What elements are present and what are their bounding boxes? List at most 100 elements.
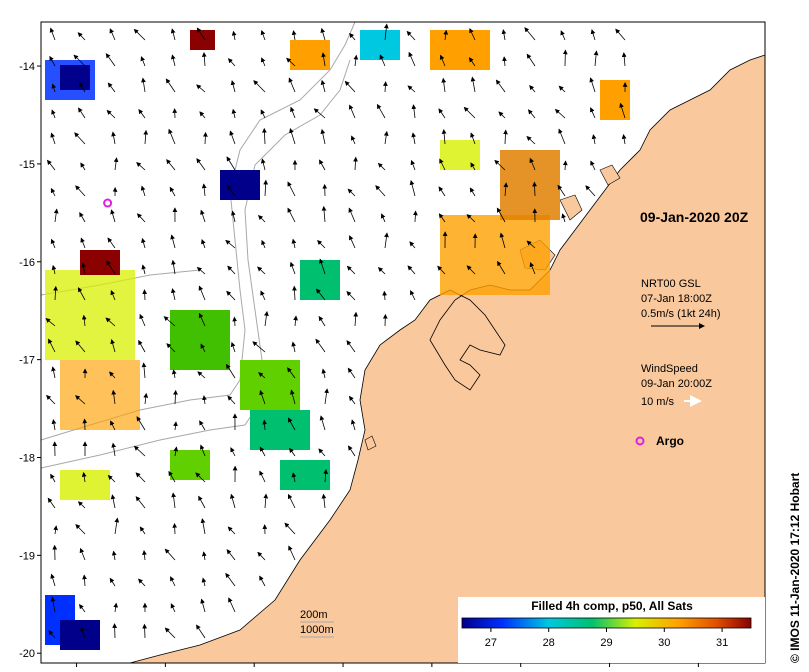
current-vector — [201, 183, 207, 197]
current-vector — [557, 184, 566, 197]
current-vector — [288, 545, 296, 561]
current-vector — [46, 394, 56, 405]
current-vector — [173, 421, 178, 431]
current-vector — [226, 290, 236, 301]
current-vector — [260, 158, 266, 171]
current-vector — [140, 185, 146, 197]
current-vector — [316, 288, 326, 301]
currents-legend-scale: 0.5m/s (1kt 24h) — [641, 308, 720, 320]
isobath-label-1000: 1000m — [300, 624, 334, 636]
current-vector — [289, 261, 296, 275]
current-vector — [114, 517, 120, 535]
current-vector — [527, 109, 536, 119]
current-vector — [45, 318, 56, 327]
current-vector — [51, 264, 57, 275]
current-vector — [78, 107, 86, 119]
credit-label: © IMOS 11-Jan-2020 17:12 Hobart — [788, 473, 802, 663]
current-vector — [263, 493, 269, 509]
current-vector — [291, 341, 297, 353]
current-vector — [227, 265, 236, 275]
current-vector — [252, 341, 266, 353]
current-vector — [81, 471, 87, 483]
current-vector — [172, 522, 178, 535]
current-vector — [561, 213, 566, 223]
current-vector — [198, 285, 206, 301]
y-tick-label: -19 — [19, 550, 35, 562]
current-vector — [529, 85, 536, 93]
colorbar-background — [458, 597, 765, 663]
y-tick-label: -17 — [19, 355, 35, 367]
current-vector — [51, 109, 56, 119]
current-vector — [293, 315, 298, 327]
colorbar-tick-label: 28 — [543, 637, 555, 649]
current-vector — [164, 627, 176, 639]
current-vector — [621, 133, 627, 145]
current-vector — [409, 241, 416, 249]
current-vector — [494, 159, 506, 171]
current-vector — [171, 492, 177, 509]
current-vector — [287, 417, 296, 431]
current-vector — [619, 102, 626, 119]
current-vector — [163, 316, 176, 327]
current-vector — [291, 238, 297, 249]
plot-frame — [40, 21, 766, 664]
current-vector — [286, 57, 296, 67]
current-vector — [287, 367, 296, 379]
current-vector — [202, 395, 207, 405]
current-vector — [438, 186, 446, 197]
current-vector — [260, 109, 266, 119]
current-vector — [133, 28, 146, 41]
current-vector — [75, 340, 86, 353]
current-vector — [46, 159, 56, 171]
current-vector — [344, 80, 356, 93]
current-vector — [136, 162, 146, 171]
current-vector — [139, 313, 146, 327]
current-vector — [258, 372, 266, 379]
current-vector — [288, 77, 296, 93]
current-vector — [201, 52, 207, 67]
current-vector — [140, 56, 146, 67]
current-vector — [463, 106, 476, 119]
current-vector — [166, 343, 176, 353]
current-vector — [203, 131, 208, 145]
current-vector — [438, 108, 446, 119]
current-vector — [141, 362, 147, 379]
current-vector — [503, 182, 509, 197]
current-vector — [169, 186, 176, 197]
current-vector — [111, 442, 117, 457]
current-vector — [226, 184, 236, 197]
current-vector — [79, 212, 86, 223]
current-vector — [141, 237, 146, 249]
current-vector — [468, 57, 476, 67]
argo-legend: Argo — [635, 434, 684, 448]
current-vector — [135, 496, 146, 509]
current-vector — [593, 50, 599, 67]
current-vector — [526, 135, 536, 145]
current-vector — [230, 493, 236, 509]
current-vector — [380, 213, 386, 223]
current-vector — [200, 209, 206, 223]
current-vector — [49, 55, 56, 67]
current-vector — [260, 57, 266, 67]
current-vector — [591, 134, 597, 145]
current-vector — [469, 187, 476, 197]
current-vector — [411, 132, 417, 145]
current-vector — [49, 27, 56, 41]
current-vector — [200, 518, 206, 535]
current-vector — [195, 472, 206, 483]
current-vector — [377, 266, 386, 275]
current-vector — [227, 58, 236, 67]
current-vector — [353, 54, 359, 67]
current-vector — [82, 574, 87, 587]
current-vector — [168, 470, 176, 483]
current-vector — [226, 363, 236, 379]
current-vector — [349, 32, 356, 41]
currents-legend-title: NRT00 GSL — [641, 278, 701, 290]
current-vector — [529, 262, 536, 275]
y-tick-label: -15 — [19, 159, 35, 171]
current-vector — [80, 162, 86, 171]
current-vector — [585, 185, 596, 197]
current-vector — [350, 135, 356, 145]
current-vector — [105, 53, 116, 67]
current-vector — [383, 130, 389, 145]
